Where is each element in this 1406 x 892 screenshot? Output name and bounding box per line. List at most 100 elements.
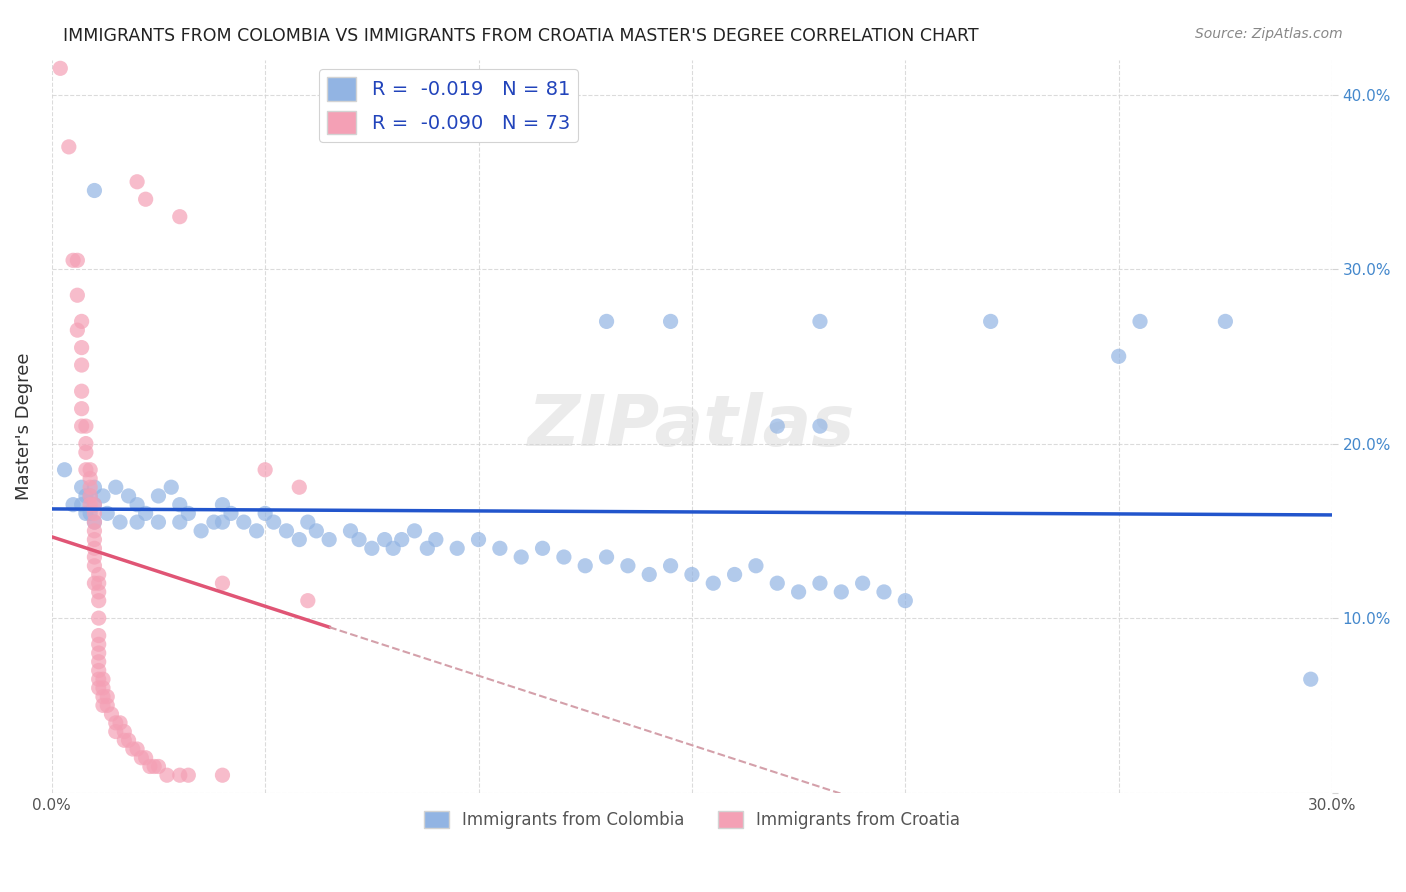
Point — [211, 576, 233, 591]
Point — [211, 768, 233, 782]
Point — [135, 192, 157, 206]
Point — [339, 524, 361, 538]
Point — [1215, 314, 1237, 328]
Point — [87, 567, 110, 582]
Point — [297, 515, 319, 529]
Point — [127, 515, 149, 529]
Point — [66, 323, 89, 337]
Point — [219, 507, 242, 521]
Point — [83, 515, 105, 529]
Text: Source: ZipAtlas.com: Source: ZipAtlas.com — [1195, 27, 1343, 41]
Point — [467, 533, 489, 547]
Point — [276, 524, 298, 538]
Point — [787, 585, 810, 599]
Point — [117, 489, 139, 503]
Point — [75, 489, 97, 503]
Point — [83, 549, 105, 564]
Point — [702, 576, 724, 591]
Point — [79, 489, 101, 503]
Point — [489, 541, 512, 556]
Point — [135, 750, 157, 764]
Point — [830, 585, 852, 599]
Point — [91, 698, 114, 713]
Point — [980, 314, 1002, 328]
Point — [374, 533, 396, 547]
Point — [169, 515, 191, 529]
Point — [531, 541, 554, 556]
Point — [49, 62, 72, 76]
Point — [87, 637, 110, 651]
Point — [83, 498, 105, 512]
Point — [202, 515, 225, 529]
Point — [83, 480, 105, 494]
Point — [177, 768, 200, 782]
Point — [131, 750, 153, 764]
Point — [808, 576, 831, 591]
Point — [852, 576, 875, 591]
Point — [127, 742, 149, 756]
Point — [391, 533, 413, 547]
Point — [91, 489, 114, 503]
Point — [83, 533, 105, 547]
Point — [254, 507, 277, 521]
Point — [169, 768, 191, 782]
Point — [595, 549, 617, 564]
Point — [148, 515, 170, 529]
Point — [873, 585, 896, 599]
Point — [79, 463, 101, 477]
Point — [83, 558, 105, 573]
Point — [595, 314, 617, 328]
Point — [148, 489, 170, 503]
Point — [62, 498, 84, 512]
Point — [659, 558, 682, 573]
Point — [117, 733, 139, 747]
Point — [75, 436, 97, 450]
Point — [87, 681, 110, 695]
Point — [70, 401, 93, 416]
Point — [1299, 672, 1322, 686]
Point — [87, 646, 110, 660]
Point — [127, 175, 149, 189]
Point — [79, 480, 101, 494]
Point — [96, 507, 118, 521]
Point — [58, 140, 80, 154]
Point — [232, 515, 254, 529]
Point — [87, 664, 110, 678]
Point — [79, 498, 101, 512]
Point — [446, 541, 468, 556]
Point — [87, 576, 110, 591]
Point — [79, 507, 101, 521]
Point — [70, 341, 93, 355]
Point — [553, 549, 575, 564]
Point — [83, 498, 105, 512]
Point — [91, 681, 114, 695]
Point — [190, 524, 212, 538]
Point — [404, 524, 426, 538]
Point — [104, 480, 127, 494]
Point — [659, 314, 682, 328]
Y-axis label: Master's Degree: Master's Degree — [15, 352, 32, 500]
Point — [70, 314, 93, 328]
Point — [91, 690, 114, 704]
Legend: Immigrants from Colombia, Immigrants from Croatia: Immigrants from Colombia, Immigrants fro… — [418, 804, 967, 836]
Point — [87, 585, 110, 599]
Point — [156, 768, 179, 782]
Point — [416, 541, 439, 556]
Point — [288, 480, 311, 494]
Point — [510, 549, 533, 564]
Point — [83, 507, 105, 521]
Point — [638, 567, 661, 582]
Point — [79, 471, 101, 485]
Point — [148, 759, 170, 773]
Point — [104, 724, 127, 739]
Point — [83, 524, 105, 538]
Point — [160, 480, 183, 494]
Point — [177, 507, 200, 521]
Point — [246, 524, 269, 538]
Point — [211, 515, 233, 529]
Point — [70, 384, 93, 399]
Point — [96, 698, 118, 713]
Point — [87, 655, 110, 669]
Point — [53, 463, 76, 477]
Point — [87, 611, 110, 625]
